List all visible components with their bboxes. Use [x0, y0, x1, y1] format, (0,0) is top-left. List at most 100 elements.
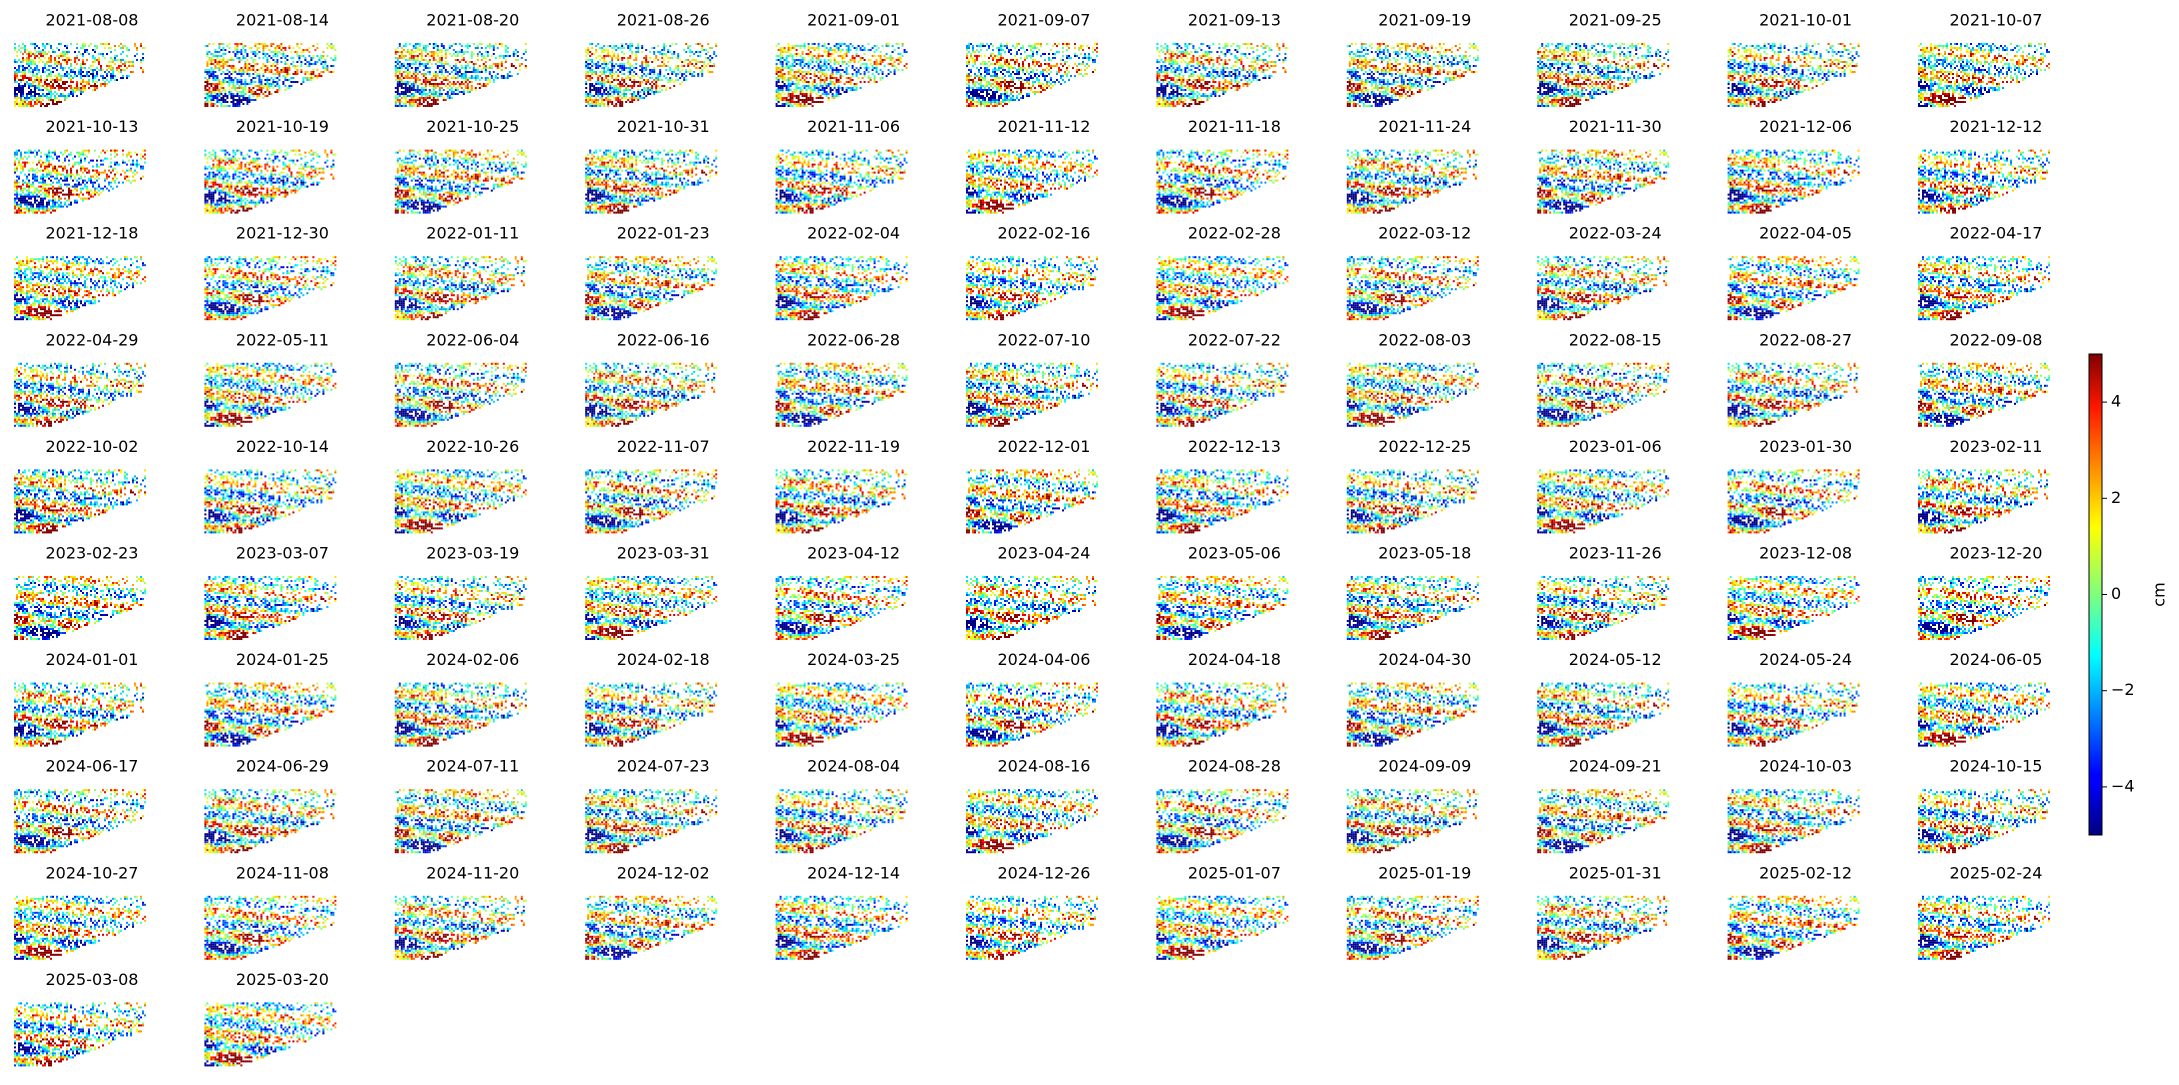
panel-title: 2021-08-20: [426, 11, 519, 30]
panel-title: 2024-04-18: [1188, 650, 1281, 669]
displacement-map: [775, 469, 908, 534]
panel-title: 2021-10-25: [426, 117, 519, 136]
displacement-map: [966, 576, 1098, 640]
displacement-map: [1918, 362, 2050, 427]
displacement-map: [775, 43, 908, 107]
panel-title: 2025-03-08: [46, 970, 139, 989]
panel-title: 2023-01-06: [1569, 437, 1662, 456]
panel-title: 2022-04-29: [46, 330, 139, 349]
displacement-map: [1537, 362, 1670, 427]
displacement-map: [14, 256, 146, 321]
panel-title: 2021-11-30: [1569, 117, 1662, 136]
displacement-map: [966, 149, 1098, 214]
panel-title: 2022-11-07: [617, 437, 710, 456]
panel-title: 2022-07-22: [1188, 330, 1281, 349]
displacement-map: [1537, 149, 1670, 214]
panel-title: 2023-04-12: [807, 544, 900, 563]
panel-title: 2022-07-10: [998, 330, 1091, 349]
panel-title: 2021-08-08: [46, 11, 139, 30]
panel-title: 2024-06-17: [46, 757, 139, 776]
panel-title: 2022-08-15: [1569, 330, 1662, 349]
displacement-map: [14, 43, 146, 107]
panel-title: 2023-05-18: [1378, 544, 1471, 563]
displacement-map: [1727, 576, 1860, 640]
displacement-map: [966, 256, 1098, 321]
panel-title: 2024-02-06: [426, 650, 519, 669]
panel-title: 2024-01-01: [46, 650, 139, 669]
displacement-map: [204, 576, 337, 640]
panel-title: 2022-10-14: [236, 437, 329, 456]
panel-title: 2024-12-14: [807, 863, 900, 882]
displacement-map: [585, 576, 718, 640]
displacement-map: [1918, 256, 2050, 321]
panel-title: 2024-12-26: [998, 863, 1091, 882]
colorbar-tick-label: 0: [2111, 584, 2121, 603]
panel-title: 2023-12-20: [1950, 544, 2043, 563]
panel-title: 2022-02-04: [807, 224, 900, 243]
colorbar-tick-label: −2: [2111, 680, 2135, 699]
displacement-map: [1537, 43, 1670, 107]
panel-title: 2024-03-25: [807, 650, 900, 669]
displacement-map: [204, 789, 337, 854]
panel-title: 2022-08-03: [1378, 330, 1471, 349]
panel-title: 2023-03-19: [426, 544, 519, 563]
displacement-map: [1727, 789, 1860, 854]
displacement-map: [585, 256, 718, 321]
displacement-map: [1346, 895, 1479, 960]
panel-title: 2021-11-18: [1188, 117, 1281, 136]
panel-title: 2021-10-31: [617, 117, 710, 136]
panel-title: 2024-05-12: [1569, 650, 1662, 669]
displacement-map: [775, 895, 908, 960]
panel-title: 2021-10-07: [1950, 11, 2043, 30]
displacement-map: [1727, 149, 1860, 214]
panel-title: 2024-01-25: [236, 650, 329, 669]
displacement-map: [1918, 789, 2050, 854]
displacement-map: [1346, 682, 1479, 747]
displacement-map: [394, 256, 527, 321]
panel-title: 2021-11-12: [998, 117, 1091, 136]
panel-title: 2024-11-20: [426, 863, 519, 882]
colorbar-tick-label: 4: [2111, 392, 2121, 411]
displacement-map: [14, 895, 146, 960]
displacement-map: [1727, 43, 1860, 107]
displacement-map: [204, 895, 337, 960]
displacement-map: [775, 362, 908, 427]
displacement-map: [585, 43, 718, 107]
panel-title: 2024-09-09: [1378, 757, 1471, 776]
panel-title: 2021-08-26: [617, 11, 710, 30]
displacement-map: [394, 682, 527, 747]
panel-title: 2024-08-28: [1188, 757, 1281, 776]
panel-title: 2024-12-02: [617, 863, 710, 882]
displacement-map: [775, 576, 908, 640]
panel-title: 2024-04-06: [998, 650, 1091, 669]
panel-title: 2024-09-21: [1569, 757, 1662, 776]
panel-title: 2021-10-13: [46, 117, 139, 136]
displacement-map: [1537, 895, 1670, 960]
panel-title: 2022-12-25: [1378, 437, 1471, 456]
panel-title: 2021-09-13: [1188, 11, 1281, 30]
panel-title: 2024-11-08: [236, 863, 329, 882]
displacement-map: [1156, 469, 1289, 534]
panel-title: 2022-09-08: [1950, 330, 2043, 349]
displacement-map: [1918, 149, 2050, 214]
panel-title: 2023-05-06: [1188, 544, 1281, 563]
displacement-map: [1346, 789, 1479, 854]
displacement-map: [1918, 895, 2050, 960]
panel-title: 2023-02-11: [1950, 437, 2043, 456]
displacement-map: [1346, 469, 1479, 534]
panel-title: 2022-12-13: [1188, 437, 1281, 456]
displacement-map: [966, 469, 1098, 534]
displacement-map: [775, 256, 908, 321]
panel-title: 2024-06-29: [236, 757, 329, 776]
panel-title: 2024-10-15: [1950, 757, 2043, 776]
displacement-map: [1537, 469, 1670, 534]
panel-title: 2021-12-30: [236, 224, 329, 243]
panel-title: 2025-01-19: [1378, 863, 1471, 882]
displacement-map: [585, 682, 718, 747]
panel-title: 2023-02-23: [46, 544, 139, 563]
panel-title: 2024-08-16: [998, 757, 1091, 776]
displacement-map: [1156, 256, 1289, 321]
displacement-map: [1727, 895, 1860, 960]
panel-title: 2022-05-11: [236, 330, 329, 349]
